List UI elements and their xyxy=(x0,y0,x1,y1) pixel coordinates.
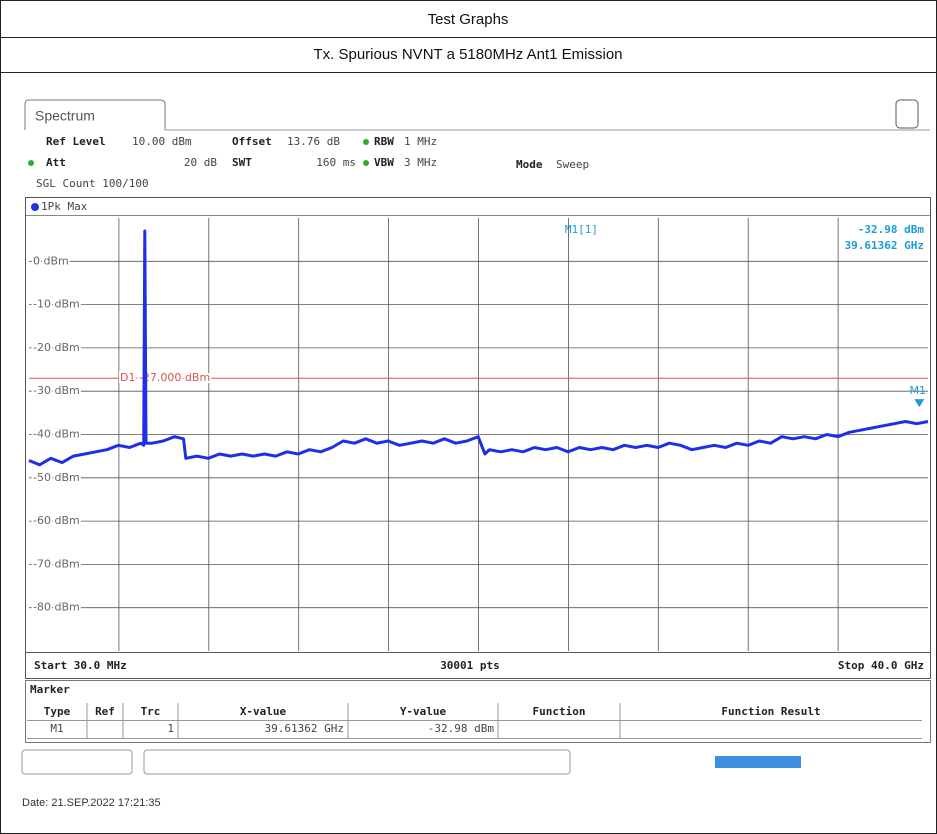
y-tick-label: -60 dBm xyxy=(33,514,80,527)
setting-value: 20 dB xyxy=(184,156,217,169)
column-header: Function Result xyxy=(721,705,820,718)
y-tick-label: -30 dBm xyxy=(33,384,80,397)
column-header: X-value xyxy=(240,705,287,718)
setting-label: VBW xyxy=(374,156,394,169)
cell: -32.98 dBm xyxy=(428,722,495,735)
status-box xyxy=(21,749,133,775)
setting-label: Mode xyxy=(516,158,543,171)
y-tick-label: -70 dBm xyxy=(33,557,80,570)
y-tick-label: -40 dBm xyxy=(33,428,80,441)
marker-x-readout: 39.61362 GHz xyxy=(845,239,924,252)
marker-table-title: Marker xyxy=(30,683,70,696)
progress-bar xyxy=(715,756,801,768)
indicator xyxy=(363,160,369,166)
column-header: Type xyxy=(44,705,71,718)
setting-label: Ref Level xyxy=(46,135,106,148)
marker-label: M1 xyxy=(910,384,927,397)
marker-table: Type Ref Trc X-value Y-value Function Function… xyxy=(27,703,922,739)
marker-table-frame xyxy=(25,680,931,743)
trace-label: 1Pk Max xyxy=(41,200,88,213)
setting-value: 13.76 dB xyxy=(287,135,340,148)
cell: M1 xyxy=(50,722,63,735)
cell: 39.61362 GHz xyxy=(265,722,344,735)
marker-name: M1[1] xyxy=(565,223,598,236)
tab-label: Spectrum xyxy=(35,108,95,124)
column-header: Ref xyxy=(95,705,115,718)
setting-label: Att xyxy=(46,156,66,169)
setting-value: 10.00 dBm xyxy=(132,135,192,148)
limit-line-label: D1 -27.000 dBm xyxy=(120,371,210,384)
marker xyxy=(914,399,925,408)
indicator xyxy=(363,139,369,145)
setting-value: 160 ms xyxy=(316,156,356,169)
setting-label: RBW xyxy=(374,135,394,148)
points-label: 30001 pts xyxy=(440,659,500,672)
y-tick-label: -10 dBm xyxy=(33,298,80,311)
date: Date: 21.SEP.2022 17:21:35 xyxy=(22,797,161,809)
y-tick-label: 0 dBm xyxy=(33,254,69,267)
header-title: Test Graphs xyxy=(428,11,509,28)
trace xyxy=(28,229,929,467)
marker-y-readout: -32.98 dBm xyxy=(858,223,925,236)
column-header: Y-value xyxy=(400,705,447,718)
header-subtitle: Tx. Spurious NVNT a 5180MHz Ant1 Emissio… xyxy=(313,46,622,63)
cell: 1 xyxy=(167,722,174,735)
sweep-count: SGL Count 100/100 xyxy=(36,177,149,190)
setting-label: SWT xyxy=(232,156,252,169)
plot: 0 dBm -10 dBm -20 dBm -30 dBm -40 dBm -50 dBm… xyxy=(28,218,929,651)
setting-value: Sweep xyxy=(556,158,589,171)
setting-value: 3 MHz xyxy=(404,156,437,169)
menu-icon[interactable] xyxy=(895,99,919,129)
setting-label: Offset xyxy=(232,135,272,148)
tab[interactable] xyxy=(24,99,166,130)
y-tick-label: -80 dBm xyxy=(33,601,80,614)
indicator xyxy=(28,160,34,166)
status-box xyxy=(143,749,571,775)
y-tick-label: -20 dBm xyxy=(33,341,80,354)
y-tick-label: -50 dBm xyxy=(33,471,80,484)
x-stop-label: Stop 40.0 GHz xyxy=(838,659,924,672)
column-header: Function xyxy=(533,705,586,718)
trace-indicator xyxy=(31,203,39,211)
x-start-label: Start 30.0 MHz xyxy=(34,659,127,672)
column-header: Trc xyxy=(141,705,161,718)
setting-value: 1 MHz xyxy=(404,135,437,148)
